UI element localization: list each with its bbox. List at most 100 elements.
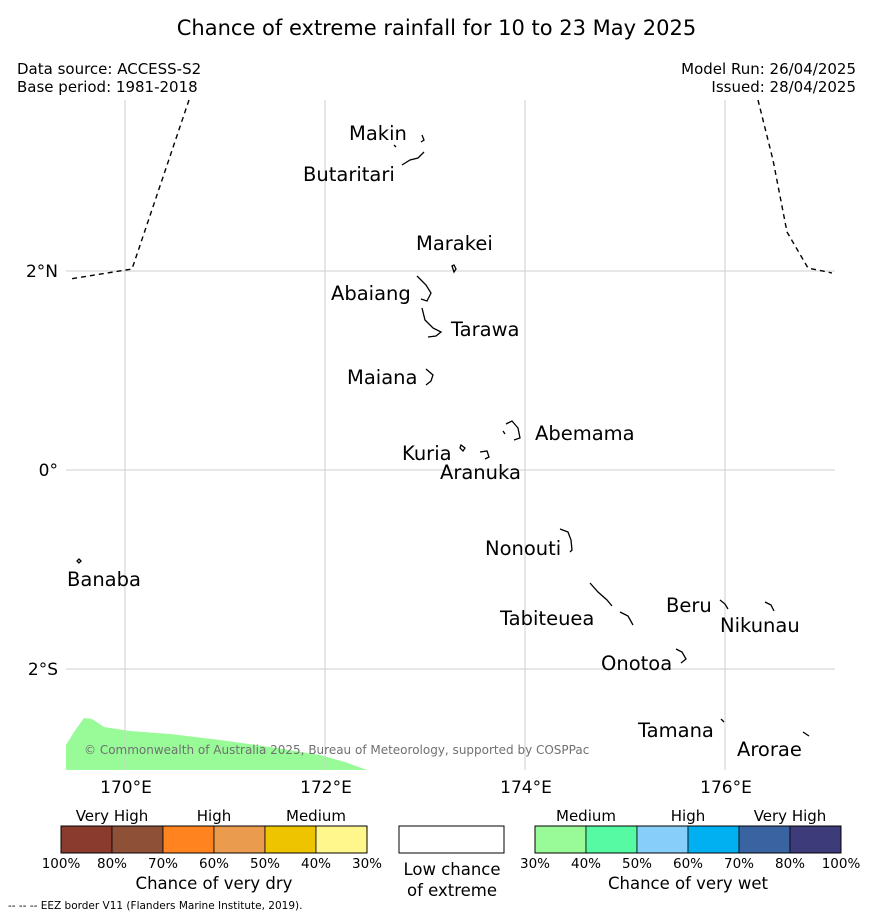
kuria-outline <box>459 443 466 453</box>
wet-swatch-0 <box>534 825 587 854</box>
island-label-tamana: Tamana <box>637 719 714 742</box>
tabiteuea-outline-2 <box>619 611 634 626</box>
dry-swatch-3 <box>213 825 266 854</box>
dry-legend-title: Chance of very dry <box>136 874 293 893</box>
banaba-outline <box>76 558 82 564</box>
onotoa-outline <box>675 648 687 664</box>
island-label-beru: Beru <box>666 594 712 617</box>
wet-colorbar-ticks: 30% 40% 50% 60% 70% 80% 100% <box>520 856 860 872</box>
abemama-outline-2 <box>502 430 506 435</box>
wet-tick-label-5: 80% <box>775 856 805 872</box>
lon-label-176: 176°E <box>700 778 752 798</box>
wet-legend: Medium High Very High 30% 40% 50% 60% 70% 80%… <box>520 807 860 893</box>
island-label-maiana: Maiana <box>347 366 417 389</box>
butaritari-outline-2 <box>393 144 397 148</box>
beru-outline <box>719 599 729 610</box>
tabiteuea-outline <box>589 582 613 607</box>
lon-label-170: 170°E <box>100 778 152 798</box>
tarawa-outline <box>421 307 443 338</box>
dry-tick-label-2: 70% <box>148 856 178 872</box>
dry-header-medium: Medium <box>286 807 346 825</box>
nonouti-outline <box>559 528 573 553</box>
dry-tick-label-1: 80% <box>97 856 127 872</box>
dry-colorbar-frame <box>60 825 368 854</box>
dry-tick-label-6: 30% <box>352 856 382 872</box>
wet-header-high: High <box>671 807 705 825</box>
island-outlines <box>76 134 810 737</box>
island-label-tarawa: Tarawa <box>450 318 520 341</box>
dry-header-high: High <box>197 807 231 825</box>
lat-label-2n: 2°N <box>26 262 58 282</box>
dry-tick-label-4: 50% <box>250 856 280 872</box>
island-label-kuria: Kuria <box>402 442 452 465</box>
island-label-nikunau: Nikunau <box>720 614 800 637</box>
island-labels: Makin Butaritari Marakei Abaiang Tarawa … <box>67 122 802 761</box>
wet-header-very-high: Very High <box>754 807 827 825</box>
wet-header-medium: Medium <box>556 807 616 825</box>
makin-outline <box>420 134 425 143</box>
arorae-outline <box>802 731 810 737</box>
dry-colorbar-ticks: 100% 80% 70% 60% 50% 40% 30% <box>42 856 382 872</box>
tamana-outline <box>720 718 725 723</box>
island-label-onotoa: Onotoa <box>601 652 672 675</box>
marakei-outline <box>451 264 457 274</box>
model-run-label: Model Run: 26/04/2025 <box>681 60 856 78</box>
chart-title: Chance of extreme rainfall for 10 to 23 … <box>176 16 697 40</box>
island-label-arorae: Arorae <box>737 738 802 761</box>
butaritari-outline <box>401 151 425 166</box>
dry-tick-label-5: 40% <box>301 856 331 872</box>
dry-colorbar <box>60 825 368 854</box>
eez-footnote: -- -- -- EEZ border V11 (Flanders Marine… <box>8 900 303 912</box>
copyright-notice: © Commonwealth of Australia 2025, Bureau… <box>84 743 589 757</box>
abaiang-outline <box>416 275 432 302</box>
abemama-outline <box>505 420 521 441</box>
data-source-label: Data source: ACCESS-S2 <box>17 60 202 78</box>
eez-border <box>69 99 833 280</box>
axis-labels: 2°N 0° 2°S 170°E 172°E 174°E 176°E <box>26 262 752 798</box>
dry-swatch-4 <box>264 825 317 854</box>
dry-tick-label-0: 100% <box>42 856 81 872</box>
island-label-aranuka: Aranuka <box>440 461 521 484</box>
wet-swatch-1 <box>585 825 638 854</box>
low-chance-title-line2: of extreme <box>407 881 497 900</box>
wet-colorbar-frame <box>534 825 842 854</box>
island-label-abaiang: Abaiang <box>331 282 411 305</box>
dry-swatch-2 <box>162 825 215 854</box>
lon-label-174: 174°E <box>500 778 552 798</box>
wet-tick-label-6: 100% <box>822 856 861 872</box>
wet-tick-label-2: 50% <box>622 856 652 872</box>
wet-tick-label-0: 30% <box>520 856 550 872</box>
wet-swatch-3 <box>687 825 740 854</box>
wet-colorbar <box>534 825 842 854</box>
low-chance-legend: Low chance of extreme <box>398 825 505 900</box>
aranuka-outline <box>479 450 490 460</box>
eez-border-east <box>757 99 833 274</box>
wet-tick-label-4: 70% <box>724 856 754 872</box>
dry-swatch-1 <box>111 825 164 854</box>
wet-medium-area <box>66 718 367 770</box>
island-label-tabiteuea: Tabiteuea <box>499 607 594 630</box>
dry-header-very-high: Very High <box>76 807 149 825</box>
lat-label-0: 0° <box>39 461 58 481</box>
wet-tick-label-1: 40% <box>571 856 601 872</box>
base-period-label: Base period: 1981-2018 <box>17 78 198 96</box>
island-label-abemama: Abemama <box>535 422 635 445</box>
wet-legend-title: Chance of very wet <box>608 874 769 893</box>
lat-label-2s: 2°S <box>28 660 58 680</box>
island-label-banaba: Banaba <box>67 568 141 591</box>
wet-swatch-4 <box>738 825 791 854</box>
dry-swatch-0 <box>60 825 113 854</box>
dry-tick-label-3: 60% <box>199 856 229 872</box>
dry-legend: Very High High Medium 100% 80% 70% 60% 50% 40… <box>42 807 382 893</box>
nikunau-outline <box>764 601 775 612</box>
dry-swatch-5 <box>315 825 368 854</box>
maiana-outline <box>425 368 434 386</box>
island-label-butaritari: Butaritari <box>303 163 395 186</box>
graticule <box>66 100 835 770</box>
island-label-nonouti: Nonouti <box>485 537 561 560</box>
wet-swatch-5 <box>789 825 842 854</box>
wet-tick-label-3: 60% <box>673 856 703 872</box>
island-label-marakei: Marakei <box>416 232 493 255</box>
eez-border-west <box>69 99 190 280</box>
